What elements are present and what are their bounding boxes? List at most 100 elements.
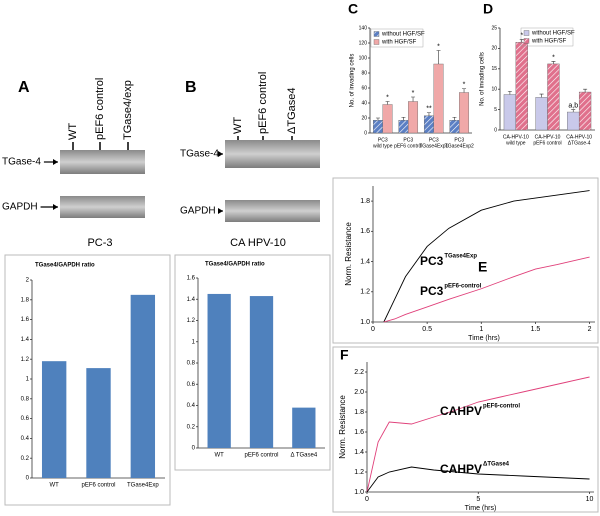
legend-label: with HGF/SF: [381, 40, 417, 46]
y-axis-label: No. of invading cells: [350, 54, 356, 108]
y-tick-label: 0.4: [21, 436, 30, 442]
legend-label: without HGF/SF: [381, 32, 425, 38]
bar: [207, 293, 231, 448]
chart-title: TGase4/GAPDH ratio: [205, 262, 265, 268]
y-tick-label: 0: [26, 476, 30, 482]
y-tick-label: 1.0: [354, 489, 364, 496]
legend-swatch: [523, 30, 530, 36]
error-bar: [375, 117, 380, 121]
y-tick-label: 1.6: [354, 429, 364, 436]
x-tick-label: 5: [476, 496, 480, 503]
lane-label: ΔTGase4: [286, 88, 298, 134]
x-tick-label: TGase4Exp1: [419, 143, 448, 149]
series-label: CAHPV: [440, 404, 482, 418]
row-arrow-head: [218, 151, 223, 157]
blot-image: [225, 140, 320, 168]
bar: [449, 120, 460, 134]
row-label: TGase-4: [180, 149, 219, 160]
panel-letter: F: [340, 347, 349, 363]
y-tick-label: 1.4: [360, 258, 370, 265]
y-tick-label: 0: [494, 127, 497, 133]
x-tick-label: PC3: [403, 137, 413, 143]
y-tick-label: 80: [361, 70, 367, 76]
row-arrow-head: [218, 208, 223, 214]
series-superscript: ΔTGase4: [483, 462, 510, 468]
x-tick-label: CA-HPV-10: [566, 134, 592, 140]
x-tick-label: WT: [50, 483, 60, 489]
x-tick-label: wild type: [506, 140, 526, 146]
bar: [578, 91, 592, 131]
significance-marker: *: [552, 54, 555, 61]
y-tick-label: 20: [491, 46, 497, 52]
legend-label: with HGF/SF: [531, 39, 567, 45]
y-tick-label: 1.2: [21, 357, 30, 363]
x-tick-label: PC3: [429, 137, 439, 143]
x-axis-label: Time (hrs): [465, 505, 497, 512]
x-tick-label: 10: [586, 496, 594, 503]
blot-image: [225, 200, 320, 222]
y-tick-label: 1.8: [354, 409, 364, 416]
bar: [292, 407, 316, 448]
x-tick-label: pEF6 control: [394, 143, 422, 149]
bar: [423, 115, 434, 134]
row-arrow-head: [53, 159, 58, 165]
x-tick-label: TGase4Exp2: [445, 143, 474, 149]
legend-swatch: [523, 38, 530, 44]
x-tick-label: Δ TGase4: [290, 453, 317, 459]
significance-marker: *: [463, 82, 466, 89]
x-tick-label: pEF6 control: [533, 140, 561, 146]
y-tick-label: 1.4: [187, 297, 196, 303]
lane-label: pEF6 control: [257, 72, 269, 134]
y-axis-label: Norm. Resistance: [344, 222, 353, 286]
y-tick-label: 2.0: [354, 389, 364, 396]
series-label: CAHPV: [440, 462, 482, 476]
x-tick-label: ΔTGase-4: [568, 140, 591, 146]
row-label: GAPDH: [180, 206, 216, 217]
y-tick-label: 100: [359, 55, 368, 61]
bar: [382, 104, 393, 134]
significance-marker: *: [386, 94, 389, 101]
legend-frame: [370, 28, 424, 48]
x-tick-label: TGase4Exp: [127, 483, 159, 489]
chart-title: TGase4/GAPDH ratio: [35, 263, 95, 269]
x-tick-label: 0.5: [422, 326, 432, 333]
x-tick-label: WT: [215, 453, 225, 459]
line: [383, 256, 590, 323]
error-bar: [583, 88, 588, 93]
bar: [433, 63, 444, 134]
panel-frame: [332, 346, 599, 513]
x-tick-label: pEF6 control: [244, 453, 278, 459]
error-bar: [401, 116, 406, 121]
y-tick-label: 0.4: [187, 403, 196, 409]
x-tick-label: PC3: [454, 137, 464, 143]
x-tick-label: 0: [365, 496, 369, 503]
y-tick-label: 5: [494, 107, 497, 113]
blot-caption: CA HPV-10: [230, 237, 286, 249]
lane-label: pEF6 control: [94, 78, 106, 140]
error-bar: [551, 61, 556, 64]
y-axis-label: No. of invading cells: [480, 52, 486, 106]
x-tick-label: 1.5: [531, 326, 541, 333]
bar: [547, 63, 560, 131]
bar: [567, 111, 580, 131]
y-tick-label: 15: [491, 66, 497, 72]
y-axis-label: Norm. Resistance: [338, 395, 347, 459]
y-tick-label: 140: [359, 25, 368, 31]
lane-label: TGase4/exp: [122, 80, 134, 140]
bar: [515, 42, 528, 131]
bar: [41, 361, 67, 478]
x-tick-label: PC3: [378, 137, 388, 143]
y-tick-label: 1.2: [360, 289, 370, 296]
y-tick-label: 0.8: [187, 361, 196, 367]
x-tick-label: wild type: [373, 143, 393, 149]
blot-image: [60, 196, 145, 218]
y-tick-label: 120: [359, 40, 368, 46]
y-tick-label: 1.6: [187, 276, 196, 282]
significance-marker: **: [426, 106, 432, 113]
y-tick-label: 1.2: [354, 469, 364, 476]
x-tick-label: 0: [371, 326, 375, 333]
panel-letter: B: [185, 79, 197, 96]
panel-frame: [174, 254, 331, 471]
y-tick-label: 1.0: [360, 319, 370, 326]
